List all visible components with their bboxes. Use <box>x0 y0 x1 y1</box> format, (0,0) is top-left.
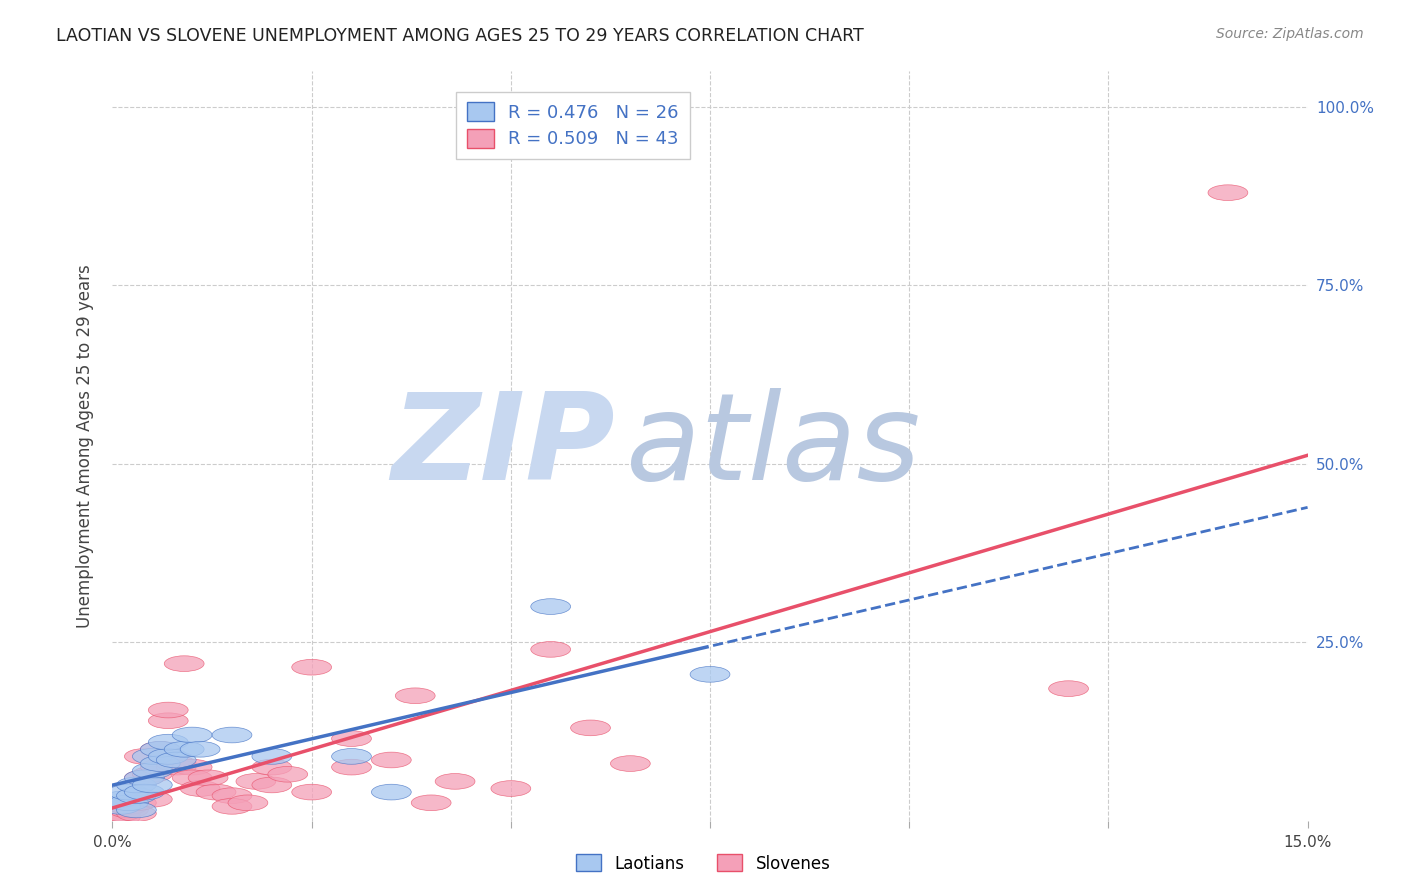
Ellipse shape <box>236 773 276 789</box>
Ellipse shape <box>571 720 610 736</box>
Ellipse shape <box>332 748 371 764</box>
Ellipse shape <box>252 777 292 793</box>
Legend: R = 0.476   N = 26, R = 0.509   N = 43: R = 0.476 N = 26, R = 0.509 N = 43 <box>456 92 690 159</box>
Ellipse shape <box>108 798 149 814</box>
Ellipse shape <box>141 741 180 757</box>
Ellipse shape <box>132 791 173 807</box>
Ellipse shape <box>1049 681 1088 697</box>
Ellipse shape <box>212 798 252 814</box>
Ellipse shape <box>212 727 252 743</box>
Ellipse shape <box>117 777 156 793</box>
Ellipse shape <box>108 784 149 800</box>
Ellipse shape <box>101 809 141 825</box>
Ellipse shape <box>371 752 412 768</box>
Ellipse shape <box>332 731 371 747</box>
Ellipse shape <box>101 791 141 807</box>
Ellipse shape <box>149 702 188 718</box>
Ellipse shape <box>149 713 188 729</box>
Ellipse shape <box>132 748 173 764</box>
Ellipse shape <box>132 777 173 793</box>
Text: ZIP: ZIP <box>391 387 614 505</box>
Ellipse shape <box>252 759 292 775</box>
Ellipse shape <box>117 795 156 811</box>
Ellipse shape <box>125 770 165 786</box>
Ellipse shape <box>212 788 252 804</box>
Ellipse shape <box>108 795 149 811</box>
Ellipse shape <box>173 759 212 775</box>
Ellipse shape <box>412 795 451 811</box>
Ellipse shape <box>125 770 165 786</box>
Ellipse shape <box>141 756 180 772</box>
Ellipse shape <box>117 805 156 822</box>
Y-axis label: Unemployment Among Ages 25 to 29 years: Unemployment Among Ages 25 to 29 years <box>76 264 94 628</box>
Ellipse shape <box>292 784 332 800</box>
Ellipse shape <box>436 773 475 789</box>
Ellipse shape <box>1208 185 1249 201</box>
Ellipse shape <box>132 766 173 782</box>
Ellipse shape <box>156 759 197 775</box>
Ellipse shape <box>165 741 204 757</box>
Ellipse shape <box>125 784 165 800</box>
Ellipse shape <box>531 641 571 657</box>
Ellipse shape <box>180 780 221 797</box>
Ellipse shape <box>188 770 228 786</box>
Ellipse shape <box>101 798 141 814</box>
Ellipse shape <box>252 748 292 764</box>
Ellipse shape <box>690 666 730 682</box>
Ellipse shape <box>117 788 156 804</box>
Ellipse shape <box>141 741 180 757</box>
Ellipse shape <box>173 770 212 786</box>
Ellipse shape <box>195 784 236 800</box>
Legend: Laotians, Slovenes: Laotians, Slovenes <box>569 847 837 880</box>
Ellipse shape <box>292 659 332 675</box>
Text: LAOTIAN VS SLOVENE UNEMPLOYMENT AMONG AGES 25 TO 29 YEARS CORRELATION CHART: LAOTIAN VS SLOVENE UNEMPLOYMENT AMONG AG… <box>56 27 865 45</box>
Ellipse shape <box>132 763 173 779</box>
Ellipse shape <box>332 759 371 775</box>
Ellipse shape <box>125 748 165 764</box>
Ellipse shape <box>531 599 571 615</box>
Ellipse shape <box>228 795 269 811</box>
Ellipse shape <box>156 756 197 772</box>
Ellipse shape <box>165 656 204 672</box>
Ellipse shape <box>149 734 188 750</box>
Ellipse shape <box>180 741 221 757</box>
Ellipse shape <box>395 688 436 704</box>
Ellipse shape <box>491 780 531 797</box>
Ellipse shape <box>149 748 188 764</box>
Ellipse shape <box>117 802 156 818</box>
Ellipse shape <box>156 752 197 768</box>
Text: atlas: atlas <box>627 387 922 505</box>
Text: Source: ZipAtlas.com: Source: ZipAtlas.com <box>1216 27 1364 41</box>
Ellipse shape <box>371 784 412 800</box>
Ellipse shape <box>141 759 180 775</box>
Ellipse shape <box>269 766 308 782</box>
Ellipse shape <box>101 805 141 822</box>
Ellipse shape <box>610 756 651 772</box>
Ellipse shape <box>108 802 149 818</box>
Ellipse shape <box>173 727 212 743</box>
